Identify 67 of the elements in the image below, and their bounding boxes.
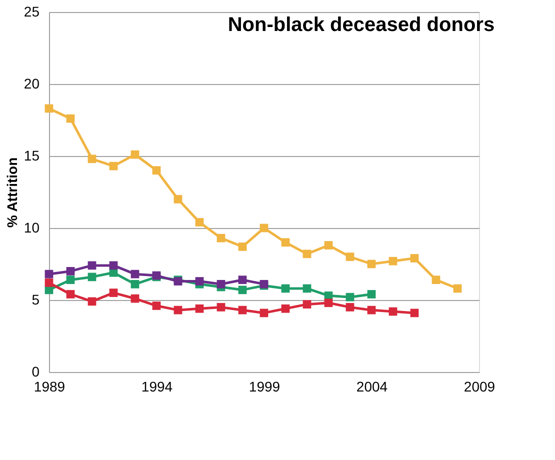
point (388, 307, 398, 316)
point (302, 284, 312, 293)
point (238, 286, 247, 294)
point (346, 303, 354, 312)
point (216, 303, 226, 312)
y-tick-label: 5 (32, 292, 40, 308)
point (44, 270, 54, 278)
point (88, 272, 96, 282)
point (195, 277, 204, 286)
point (281, 304, 290, 313)
point (174, 306, 182, 314)
point (88, 261, 96, 270)
point (367, 290, 376, 298)
point (346, 292, 354, 302)
y-tick-label: 0 (32, 364, 40, 380)
point (66, 276, 75, 284)
point (130, 270, 140, 278)
point (388, 256, 398, 266)
point (130, 294, 140, 303)
point (109, 162, 118, 170)
point (346, 252, 354, 261)
point (130, 150, 140, 159)
point (195, 218, 204, 226)
point (216, 280, 226, 288)
point (195, 304, 204, 313)
point (66, 267, 75, 276)
x-tick-label: 1994 (141, 378, 173, 394)
x-tick-label: 1989 (34, 378, 66, 394)
x-tick-label: 2009 (464, 378, 496, 394)
point (302, 250, 312, 258)
point (88, 154, 96, 164)
point (432, 276, 440, 284)
point (66, 290, 75, 298)
point (152, 302, 161, 310)
point (281, 238, 290, 247)
y-tick-label: 25 (24, 4, 40, 20)
point (260, 308, 268, 318)
point (44, 278, 54, 287)
point (174, 195, 182, 204)
point (281, 284, 290, 293)
point (109, 261, 118, 270)
point (44, 104, 54, 113)
point (216, 234, 226, 242)
y-tick-label: 10 (24, 220, 40, 236)
point (410, 308, 419, 318)
point (66, 114, 75, 123)
x-tick-label: 1999 (248, 378, 280, 394)
point (453, 284, 462, 293)
point (302, 300, 312, 309)
point (238, 276, 247, 284)
point (260, 224, 268, 232)
y-tick-label: 20 (24, 76, 40, 92)
point (238, 242, 247, 251)
point (367, 260, 376, 268)
chart-title: Non-black deceased donors (228, 14, 495, 36)
point (410, 254, 419, 262)
point (109, 288, 118, 297)
point (324, 298, 333, 308)
point (152, 166, 161, 175)
x-tick-label: 2004 (356, 378, 388, 394)
point (238, 306, 247, 314)
point (324, 241, 333, 250)
point (367, 306, 376, 314)
y-axis-title: % Attrition (4, 157, 20, 228)
y-tick-label: 15 (24, 148, 40, 164)
point (88, 297, 96, 306)
point (130, 280, 140, 288)
